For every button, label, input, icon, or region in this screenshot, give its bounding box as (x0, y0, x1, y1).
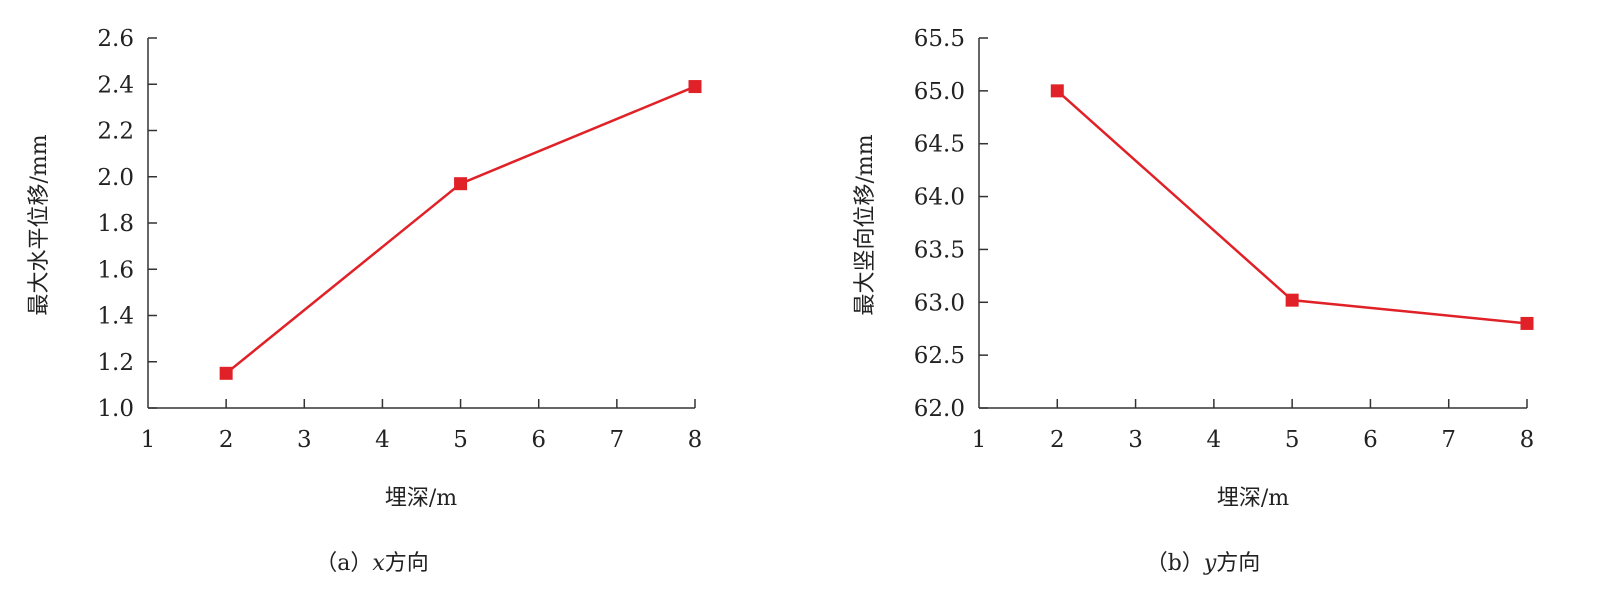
data-point-marker (454, 177, 468, 191)
y-tick-label: 63.0 (914, 290, 965, 316)
caption-prefix: （a） (315, 551, 372, 576)
x-tick-label: 6 (531, 427, 546, 453)
x-tick-label: 5 (453, 427, 468, 453)
x-axis-label: 埋深/m (385, 486, 457, 511)
y-axis-label: 最大水平位移/mm (27, 134, 52, 315)
data-point-marker (688, 80, 702, 94)
y-tick-label: 2.6 (97, 26, 134, 52)
y-tick-label: 1.4 (97, 304, 134, 330)
y-tick-label: 64.5 (914, 132, 965, 158)
caption: （b）y方向 (1146, 551, 1261, 576)
data-point-marker (1520, 316, 1534, 330)
x-tick-label: 2 (1050, 427, 1065, 453)
x-tick-label: 7 (1441, 427, 1456, 453)
y-tick-label: 1.0 (97, 396, 134, 422)
y-tick-label: 65.0 (914, 79, 965, 105)
caption: （a）x方向 (315, 551, 429, 576)
caption-var: x (372, 551, 385, 576)
data-point-marker (219, 366, 233, 380)
y-tick-label: 2.4 (97, 72, 134, 98)
x-tick-label: 1 (972, 427, 987, 453)
x-tick-label: 1 (141, 427, 156, 453)
x-tick-label: 5 (1285, 427, 1300, 453)
caption-suffix: 方向 (1216, 551, 1260, 576)
y-tick-label: 62.5 (914, 343, 965, 369)
x-tick-label: 3 (1128, 427, 1143, 453)
x-tick-label: 4 (375, 427, 390, 453)
y-tick-label: 1.8 (97, 211, 134, 237)
x-tick-label: 7 (610, 427, 625, 453)
caption-suffix: 方向 (385, 551, 429, 576)
x-tick-label: 4 (1207, 427, 1222, 453)
series-line (225, 85, 696, 375)
y-tick-label: 65.5 (914, 26, 965, 52)
chart-y-direction: 埋深/m 最大竖向位移/mm （b）y方向 62.062.563.063.564… (853, 26, 1534, 576)
x-tick-label: 2 (219, 427, 234, 453)
y-tick-label: 63.5 (914, 237, 965, 263)
chart-x-direction: 埋深/m 最大水平位移/mm （a）x方向 1.0 1.2 1.4 1.6 1.8 2.0… (27, 26, 702, 576)
y-tick-label: 64.0 (914, 185, 965, 211)
caption-var: y (1203, 551, 1217, 576)
y-axis-label: 最大竖向位移/mm (853, 134, 878, 315)
x-tick-label: 8 (1520, 427, 1535, 453)
x-tick-label: 8 (688, 427, 703, 453)
x-axis-label: 埋深/m (1217, 486, 1289, 511)
y-tick-label: 2.2 (97, 119, 134, 145)
y-tick-label: 62.0 (914, 396, 965, 422)
y-tick-label: 1.2 (97, 350, 134, 376)
caption-prefix: （b） (1146, 551, 1204, 576)
x-tick-label: 6 (1363, 427, 1378, 453)
series-line (1056, 89, 1528, 325)
x-tick-label: 3 (297, 427, 312, 453)
data-point-marker (1285, 293, 1299, 307)
data-point-marker (1050, 84, 1064, 98)
y-tick-label: 2.0 (97, 165, 134, 191)
y-tick-label: 1.6 (97, 257, 134, 283)
